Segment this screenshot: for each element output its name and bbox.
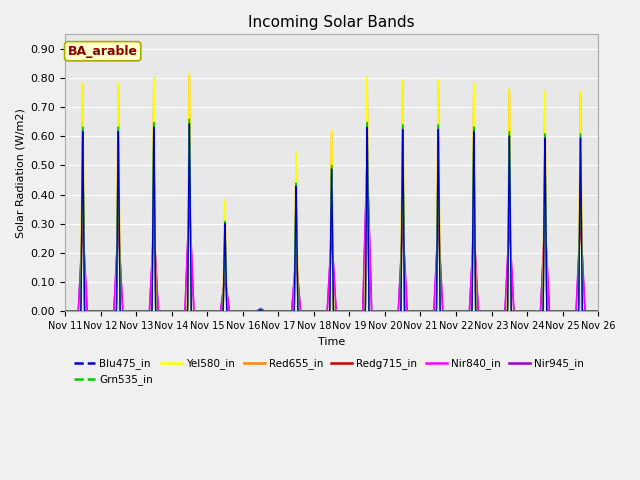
Line: Blu475_in: Blu475_in: [65, 124, 598, 312]
Nir840_in: [364, 157, 371, 163]
Grn535_in: [154, 309, 161, 314]
Title: Incoming Solar Bands: Incoming Solar Bands: [248, 15, 415, 30]
Line: Nir840_in: Nir840_in: [65, 160, 598, 312]
Grn535_in: [61, 309, 69, 314]
Nir945_in: [61, 309, 69, 314]
Blu475_in: [584, 309, 592, 314]
Nir945_in: [154, 293, 161, 299]
Grn535_in: [289, 309, 296, 314]
Yel580_in: [186, 70, 193, 76]
Redg715_in: [527, 309, 534, 314]
Redg715_in: [289, 309, 296, 314]
Nir945_in: [266, 309, 273, 314]
Blu475_in: [154, 309, 161, 314]
Nir840_in: [595, 309, 602, 314]
Nir945_in: [527, 309, 534, 314]
Blu475_in: [186, 121, 193, 127]
Line: Nir945_in: Nir945_in: [65, 156, 598, 312]
X-axis label: Time: Time: [318, 336, 345, 347]
Legend: Blu475_in, Grn535_in, Yel580_in, Red655_in, Redg715_in, Nir840_in, Nir945_in: Blu475_in, Grn535_in, Yel580_in, Red655_…: [70, 354, 588, 389]
Grn535_in: [527, 309, 534, 314]
Redg715_in: [186, 133, 193, 139]
Blu475_in: [61, 309, 69, 314]
Redg715_in: [122, 309, 130, 314]
Nir840_in: [122, 309, 130, 314]
Red655_in: [186, 72, 193, 78]
Blu475_in: [122, 309, 130, 314]
Red655_in: [584, 309, 592, 314]
Nir840_in: [61, 309, 69, 314]
Text: BA_arable: BA_arable: [68, 45, 138, 58]
Yel580_in: [266, 309, 273, 314]
Red655_in: [122, 309, 130, 314]
Yel580_in: [289, 309, 296, 314]
Yel580_in: [61, 309, 69, 314]
Line: Red655_in: Red655_in: [65, 75, 598, 312]
Grn535_in: [266, 309, 273, 314]
Grn535_in: [122, 309, 130, 314]
Red655_in: [266, 309, 273, 314]
Blu475_in: [289, 309, 296, 314]
Redg715_in: [595, 309, 602, 314]
Yel580_in: [584, 309, 592, 314]
Redg715_in: [154, 309, 161, 314]
Red655_in: [154, 309, 161, 314]
Nir840_in: [289, 297, 296, 302]
Yel580_in: [527, 309, 534, 314]
Yel580_in: [154, 309, 161, 314]
Nir840_in: [527, 309, 534, 314]
Nir945_in: [122, 309, 130, 314]
Y-axis label: Solar Radiation (W/m2): Solar Radiation (W/m2): [15, 108, 25, 238]
Grn535_in: [584, 309, 592, 314]
Red655_in: [289, 309, 296, 314]
Redg715_in: [266, 309, 273, 314]
Blu475_in: [527, 309, 534, 314]
Yel580_in: [122, 309, 130, 314]
Line: Yel580_in: Yel580_in: [65, 73, 598, 312]
Blu475_in: [595, 309, 602, 314]
Nir945_in: [364, 154, 371, 159]
Nir945_in: [289, 296, 296, 302]
Redg715_in: [61, 309, 69, 314]
Grn535_in: [186, 116, 193, 122]
Line: Redg715_in: Redg715_in: [65, 136, 598, 312]
Grn535_in: [595, 309, 602, 314]
Nir840_in: [154, 294, 161, 300]
Nir840_in: [266, 309, 273, 314]
Nir945_in: [595, 309, 602, 314]
Red655_in: [61, 309, 69, 314]
Red655_in: [595, 309, 602, 314]
Red655_in: [527, 309, 534, 314]
Blu475_in: [266, 309, 273, 314]
Redg715_in: [584, 309, 592, 314]
Yel580_in: [595, 309, 602, 314]
Line: Grn535_in: Grn535_in: [65, 119, 598, 312]
Nir840_in: [584, 309, 592, 314]
Nir945_in: [584, 309, 592, 314]
